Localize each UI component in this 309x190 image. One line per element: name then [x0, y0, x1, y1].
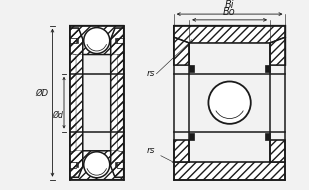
- Polygon shape: [189, 133, 194, 140]
- Polygon shape: [117, 54, 124, 152]
- Circle shape: [208, 82, 251, 124]
- Polygon shape: [76, 162, 78, 167]
- Text: ØD: ØD: [36, 89, 49, 97]
- Polygon shape: [265, 133, 270, 140]
- Polygon shape: [111, 28, 124, 177]
- Polygon shape: [174, 140, 189, 162]
- Polygon shape: [189, 65, 194, 72]
- Polygon shape: [270, 140, 286, 162]
- Circle shape: [84, 28, 110, 54]
- Text: Bo: Bo: [223, 7, 236, 17]
- Polygon shape: [115, 38, 117, 43]
- Polygon shape: [174, 37, 189, 65]
- Polygon shape: [270, 37, 286, 65]
- Bar: [189, 74, 270, 131]
- Text: rs: rs: [147, 69, 155, 78]
- Polygon shape: [174, 162, 286, 180]
- Text: rs: rs: [147, 146, 175, 163]
- Bar: [70, 55, 124, 151]
- Polygon shape: [70, 54, 76, 152]
- Polygon shape: [70, 26, 124, 55]
- Polygon shape: [115, 162, 117, 167]
- Polygon shape: [174, 26, 286, 43]
- Bar: [70, 74, 124, 131]
- Text: Bi: Bi: [225, 0, 234, 10]
- Circle shape: [84, 152, 110, 178]
- Polygon shape: [70, 28, 83, 177]
- Polygon shape: [265, 65, 270, 72]
- Polygon shape: [70, 151, 124, 180]
- Polygon shape: [76, 38, 78, 43]
- Text: Ød: Ød: [52, 111, 63, 120]
